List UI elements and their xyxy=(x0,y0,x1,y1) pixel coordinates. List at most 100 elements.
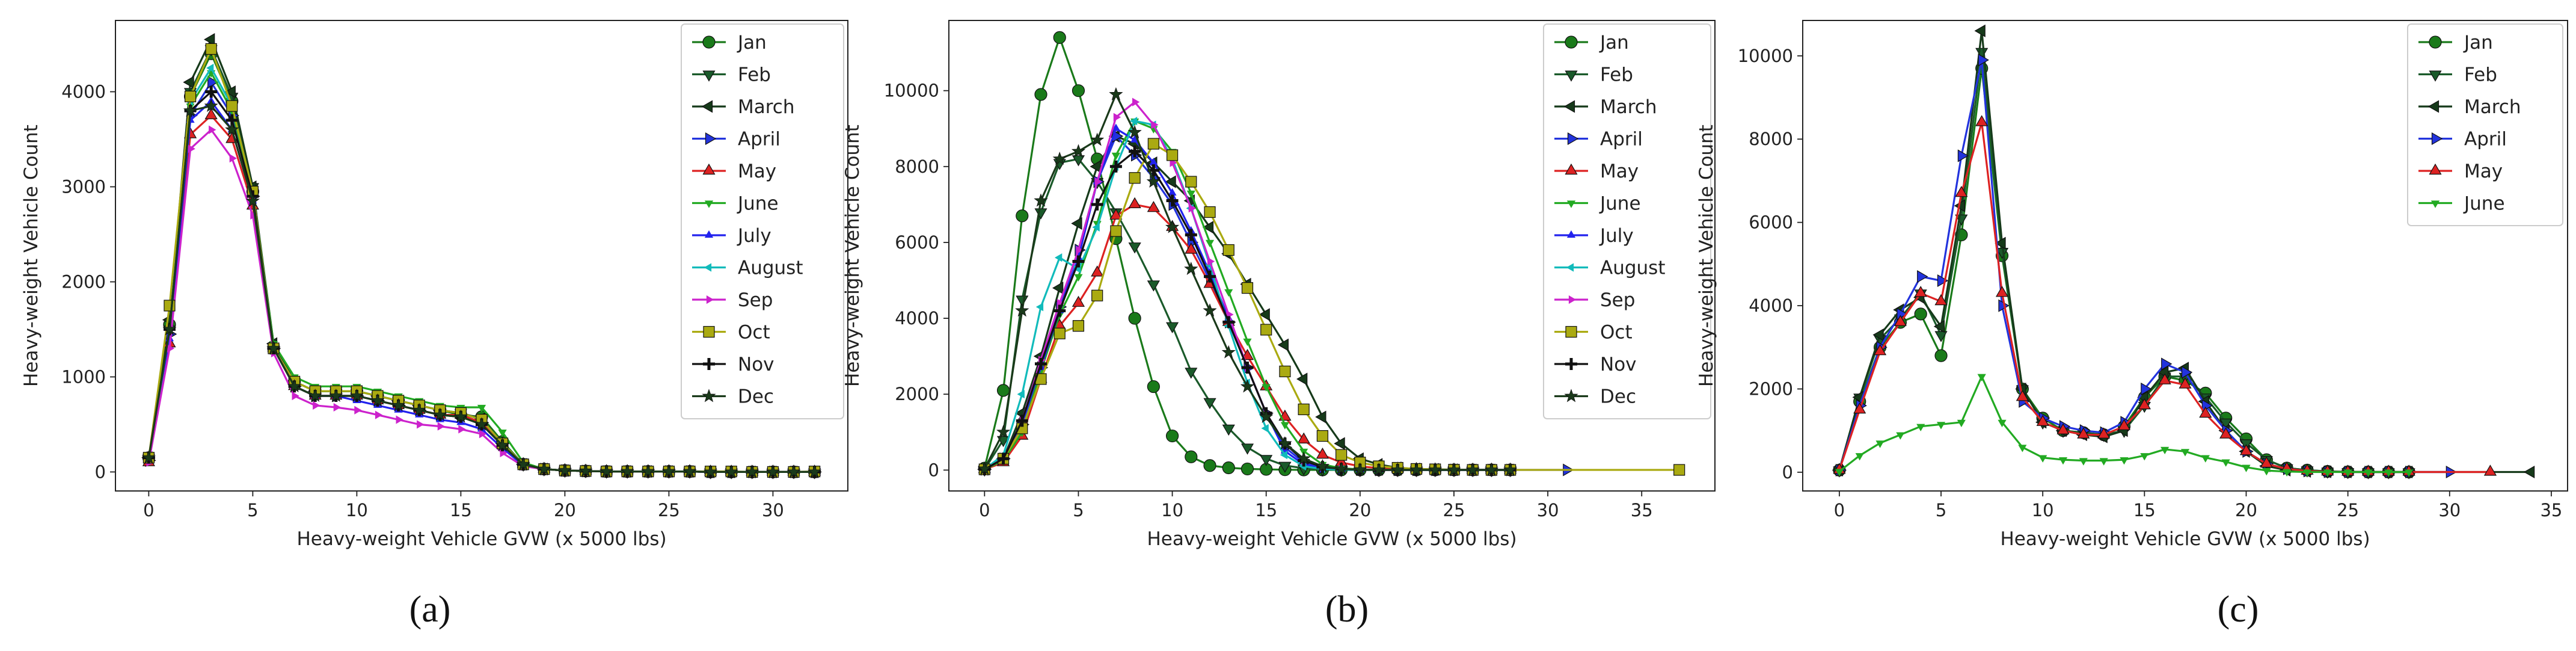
legend-marker-nov xyxy=(1565,358,1577,370)
y-tick-label: 3000 xyxy=(61,176,106,197)
legend-marker-june xyxy=(1566,200,1576,208)
data-point xyxy=(1165,429,1179,443)
legend-label-jan: Jan xyxy=(737,32,767,54)
y-axis-title: Heavy-weight Vehicle Count xyxy=(842,125,863,387)
data-point xyxy=(433,407,447,421)
data-point xyxy=(1934,331,1948,342)
data-point xyxy=(996,425,1011,439)
data-point xyxy=(1111,152,1121,161)
data-point xyxy=(2199,406,2212,418)
data-point xyxy=(1129,172,1141,184)
data-point xyxy=(203,33,215,46)
data-point xyxy=(1221,345,1236,359)
legend-marker-march xyxy=(1563,100,1575,113)
legend-label-april: April xyxy=(738,129,780,150)
data-point xyxy=(1222,316,1235,329)
data-point xyxy=(417,420,425,429)
data-point xyxy=(997,452,1010,465)
legend-marker-august xyxy=(704,263,712,272)
x-tick-label: 5 xyxy=(1073,500,1084,520)
data-point xyxy=(1917,270,1928,283)
data-point xyxy=(329,388,343,402)
data-point xyxy=(375,410,383,419)
data-point xyxy=(2158,373,2171,384)
data-point xyxy=(1315,458,1329,472)
data-point xyxy=(1262,384,1271,392)
legend-label-sep: Sep xyxy=(738,289,773,311)
data-point xyxy=(1165,220,1180,233)
data-point xyxy=(1076,245,1084,255)
data-point xyxy=(1146,174,1161,188)
panel-label-c: (c) xyxy=(2218,589,2259,630)
y-tick-label: 0 xyxy=(1782,462,1793,483)
data-point xyxy=(1998,419,2007,428)
data-point xyxy=(1109,160,1122,173)
x-tick-label: 25 xyxy=(2337,500,2359,520)
data-point xyxy=(2405,469,2414,477)
data-point xyxy=(224,85,236,99)
data-point xyxy=(996,384,1010,397)
y-tick-label: 4000 xyxy=(1749,295,1793,316)
data-point xyxy=(1128,312,1141,325)
legend-marker-august xyxy=(1566,263,1574,272)
data-point xyxy=(183,103,198,117)
data-point xyxy=(1111,123,1121,131)
y-tick-label: 4000 xyxy=(61,81,106,102)
legend-label-feb: Feb xyxy=(2464,64,2497,86)
data-point xyxy=(1278,436,1292,450)
data-point xyxy=(1128,242,1141,254)
data-point xyxy=(1465,462,1480,476)
data-point xyxy=(2483,464,2497,476)
data-point xyxy=(2140,453,2149,461)
legend-marker-may xyxy=(702,163,716,175)
data-point xyxy=(349,388,364,402)
data-point xyxy=(1113,113,1121,122)
data-point xyxy=(1132,97,1140,106)
data-point xyxy=(516,457,530,471)
data-point xyxy=(1334,461,1349,475)
data-point xyxy=(2523,465,2535,479)
legend-label-may: May xyxy=(738,161,776,182)
legend-label-jan: Jan xyxy=(2463,32,2493,54)
legend-label-oct: Oct xyxy=(1600,322,1633,344)
data-point xyxy=(1934,294,1948,306)
data-point xyxy=(1205,239,1215,248)
legend-label-oct: Oct xyxy=(738,322,770,344)
data-point xyxy=(704,464,718,478)
x-tick-label: 5 xyxy=(247,500,258,520)
data-point xyxy=(1934,349,1948,362)
data-point xyxy=(1484,462,1499,476)
data-point xyxy=(2242,464,2251,472)
legend-label-august: August xyxy=(1600,258,1666,279)
data-point xyxy=(1185,368,1198,379)
data-point xyxy=(1186,190,1195,199)
series-june xyxy=(1835,374,2414,477)
data-point xyxy=(1240,443,1254,455)
data-point xyxy=(2283,469,2292,477)
data-point xyxy=(1937,274,1949,288)
data-point xyxy=(1035,357,1047,370)
data-point xyxy=(2221,459,2230,467)
legend-label-nov: Nov xyxy=(1600,354,1637,375)
data-point xyxy=(1995,236,2006,250)
x-tick-label: 35 xyxy=(1631,500,1653,520)
data-point xyxy=(2161,357,2173,371)
data-point xyxy=(1977,374,1986,381)
data-point xyxy=(1260,324,1272,336)
data-point xyxy=(391,398,406,412)
data-point xyxy=(1185,242,1198,254)
data-point xyxy=(2138,398,2151,410)
data-point xyxy=(1875,440,1884,448)
data-point xyxy=(204,99,218,113)
legend-label-april: April xyxy=(2464,129,2507,150)
data-point xyxy=(1241,282,1254,294)
data-point xyxy=(164,300,176,312)
data-point xyxy=(266,341,281,354)
data-point xyxy=(2180,449,2190,457)
data-point xyxy=(1336,449,1348,461)
legend-marker-april xyxy=(705,132,717,146)
data-point xyxy=(1052,152,1067,165)
legend-marker-dec xyxy=(702,389,716,403)
data-point xyxy=(1071,144,1086,158)
